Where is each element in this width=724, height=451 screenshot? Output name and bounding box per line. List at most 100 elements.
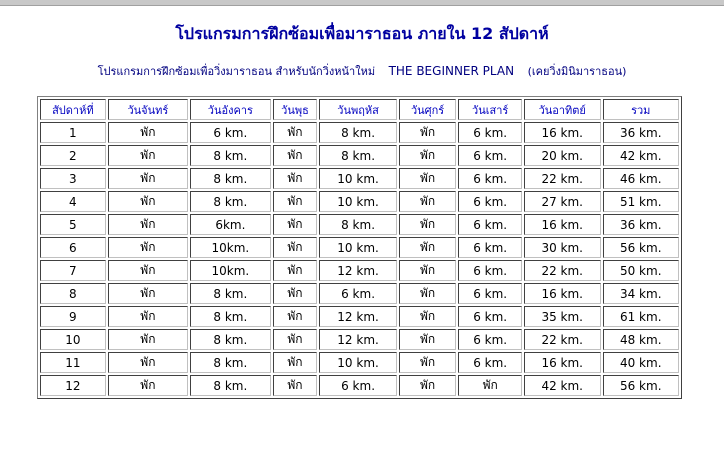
table-cell: 9 [40, 306, 106, 327]
table-cell: 8 km. [319, 145, 397, 166]
table-cell: 6 km. [458, 352, 522, 373]
table-cell: พัก [272, 375, 318, 396]
subtitle-note: (เคยวิ่งมินิมาราธอน) [527, 65, 627, 78]
table-cell: พัก [107, 191, 189, 212]
table-cell: 42 km. [523, 375, 601, 396]
table-cell: 12 km. [319, 306, 397, 327]
table-cell: 46 km. [602, 168, 679, 189]
table-cell: พัก [272, 145, 318, 166]
table-cell: 12 km. [319, 329, 397, 350]
table-cell: 35 km. [523, 306, 601, 327]
table-row: 4 พัก 8 km. พัก 10 km. พัก 6 km. 27 km. 51 km. [40, 191, 679, 212]
table-cell: 10 km. [319, 168, 397, 189]
table-cell: 8 [40, 283, 106, 304]
table-cell: 36 km. [602, 122, 679, 143]
table-cell: 8 km. [319, 122, 397, 143]
table-cell: พัก [107, 214, 189, 235]
table-cell: 8 km. [190, 168, 271, 189]
table-cell: พัก [107, 145, 189, 166]
table-cell: 6 km. [319, 375, 397, 396]
table-cell: พัก [398, 352, 457, 373]
table-cell: 6km. [190, 214, 271, 235]
table-cell: 61 km. [602, 306, 679, 327]
table-cell: พัก [398, 237, 457, 258]
table-cell: 8 km. [190, 375, 271, 396]
table-cell: พัก [398, 329, 457, 350]
table-cell: 16 km. [523, 214, 601, 235]
table-cell: พัก [107, 237, 189, 258]
table-cell: พัก [458, 375, 522, 396]
table-cell: พัก [272, 168, 318, 189]
table-cell: 4 [40, 191, 106, 212]
table-cell: 50 km. [602, 260, 679, 281]
column-header: วันจันทร์ [107, 99, 189, 120]
table-cell: 6 km. [458, 168, 522, 189]
table-cell: 2 [40, 145, 106, 166]
table-cell: 20 km. [523, 145, 601, 166]
table-cell: 6 km. [458, 145, 522, 166]
table-cell: 10 [40, 329, 106, 350]
table-row: 8 พัก 8 km. พัก 6 km. พัก 6 km. 16 km. 34 km. [40, 283, 679, 304]
table-cell: 8 km. [190, 306, 271, 327]
table-cell: 1 [40, 122, 106, 143]
table-cell: 48 km. [602, 329, 679, 350]
table-cell: 7 [40, 260, 106, 281]
table-cell: พัก [272, 214, 318, 235]
column-header: วันศุกร์ [398, 99, 457, 120]
table-cell: 16 km. [523, 352, 601, 373]
table-header-row: สัปดาห์ที่ วันจันทร์ วันอังคาร วันพุธ วันพฤห… [40, 99, 679, 120]
table-cell: 16 km. [523, 122, 601, 143]
table-cell: 10 km. [319, 352, 397, 373]
table-cell: พัก [272, 352, 318, 373]
table-cell: 6 [40, 237, 106, 258]
table-cell: 22 km. [523, 329, 601, 350]
table-cell: พัก [107, 260, 189, 281]
table-cell: พัก [398, 375, 457, 396]
table-cell: 22 km. [523, 168, 601, 189]
table-cell: 6 km. [458, 191, 522, 212]
table-cell: 36 km. [602, 214, 679, 235]
table-cell: 6 km. [190, 122, 271, 143]
column-header: วันพุธ [272, 99, 318, 120]
table-cell: พัก [272, 329, 318, 350]
table-cell: พัก [398, 214, 457, 235]
table-cell: 6 km. [458, 260, 522, 281]
column-header: วันอาทิตย์ [523, 99, 601, 120]
table-row: 9 พัก 8 km. พัก 12 km. พัก 6 km. 35 km. 61 km. [40, 306, 679, 327]
table-cell: พัก [272, 122, 318, 143]
table-cell: 51 km. [602, 191, 679, 212]
table-cell: 40 km. [602, 352, 679, 373]
table-row: 2 พัก 8 km. พัก 8 km. พัก 6 km. 20 km. 42 km. [40, 145, 679, 166]
table-cell: 10 km. [319, 191, 397, 212]
table-cell: 8 km. [190, 283, 271, 304]
table-cell: พัก [398, 168, 457, 189]
table-cell: พัก [398, 283, 457, 304]
table-cell: 8 km. [190, 352, 271, 373]
table-cell: 6 km. [458, 283, 522, 304]
table-cell: 30 km. [523, 237, 601, 258]
table-cell: พัก [107, 375, 189, 396]
table-cell: 10km. [190, 237, 271, 258]
table-cell: 6 km. [458, 306, 522, 327]
table-cell: พัก [107, 306, 189, 327]
table-cell: พัก [107, 168, 189, 189]
window-top-border [0, 0, 724, 6]
column-header: วันเสาร์ [458, 99, 522, 120]
table-cell: 3 [40, 168, 106, 189]
table-cell: 5 [40, 214, 106, 235]
table-cell: พัก [272, 283, 318, 304]
page-title: โปรแกรมการฝึกซ้อมเพื่อมาราธอน ภายใน 12 ส… [175, 24, 549, 43]
page-subtitle: โปรแกรมการฝึกซ้อมเพื่อวิ่งมาราธอน สำหรับ… [0, 62, 724, 80]
subtitle-english: THE BEGINNER PLAN [388, 64, 515, 78]
training-plan-table: สัปดาห์ที่ วันจันทร์ วันอังคาร วันพุธ วันพฤห… [37, 96, 682, 399]
table-cell: พัก [398, 145, 457, 166]
table-cell: พัก [272, 191, 318, 212]
table-cell: 8 km. [190, 191, 271, 212]
column-header: สัปดาห์ที่ [40, 99, 106, 120]
table-cell: 22 km. [523, 260, 601, 281]
table-cell: 56 km. [602, 237, 679, 258]
table-row: 10 พัก 8 km. พัก 12 km. พัก 6 km. 22 km. 48 km. [40, 329, 679, 350]
table-cell: พัก [398, 191, 457, 212]
table-cell: พัก [107, 352, 189, 373]
table-cell: 6 km. [458, 122, 522, 143]
